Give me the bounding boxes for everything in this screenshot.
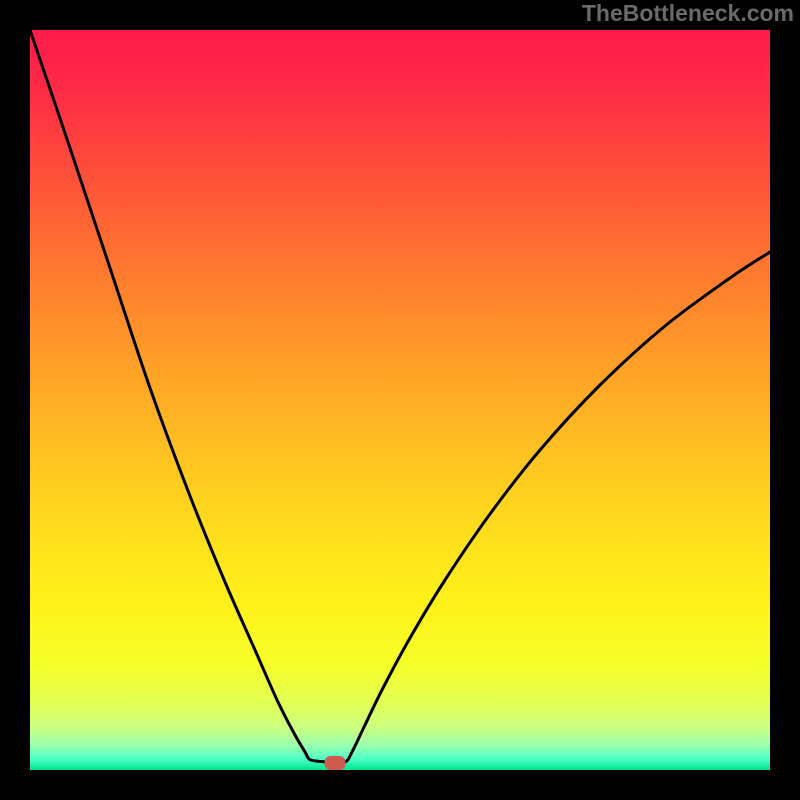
- chart-stage: TheBottleneck.com: [0, 0, 800, 800]
- bottleneck-chart: [0, 0, 800, 800]
- optimal-marker: [325, 756, 346, 770]
- watermark-text: TheBottleneck.com: [582, 0, 794, 27]
